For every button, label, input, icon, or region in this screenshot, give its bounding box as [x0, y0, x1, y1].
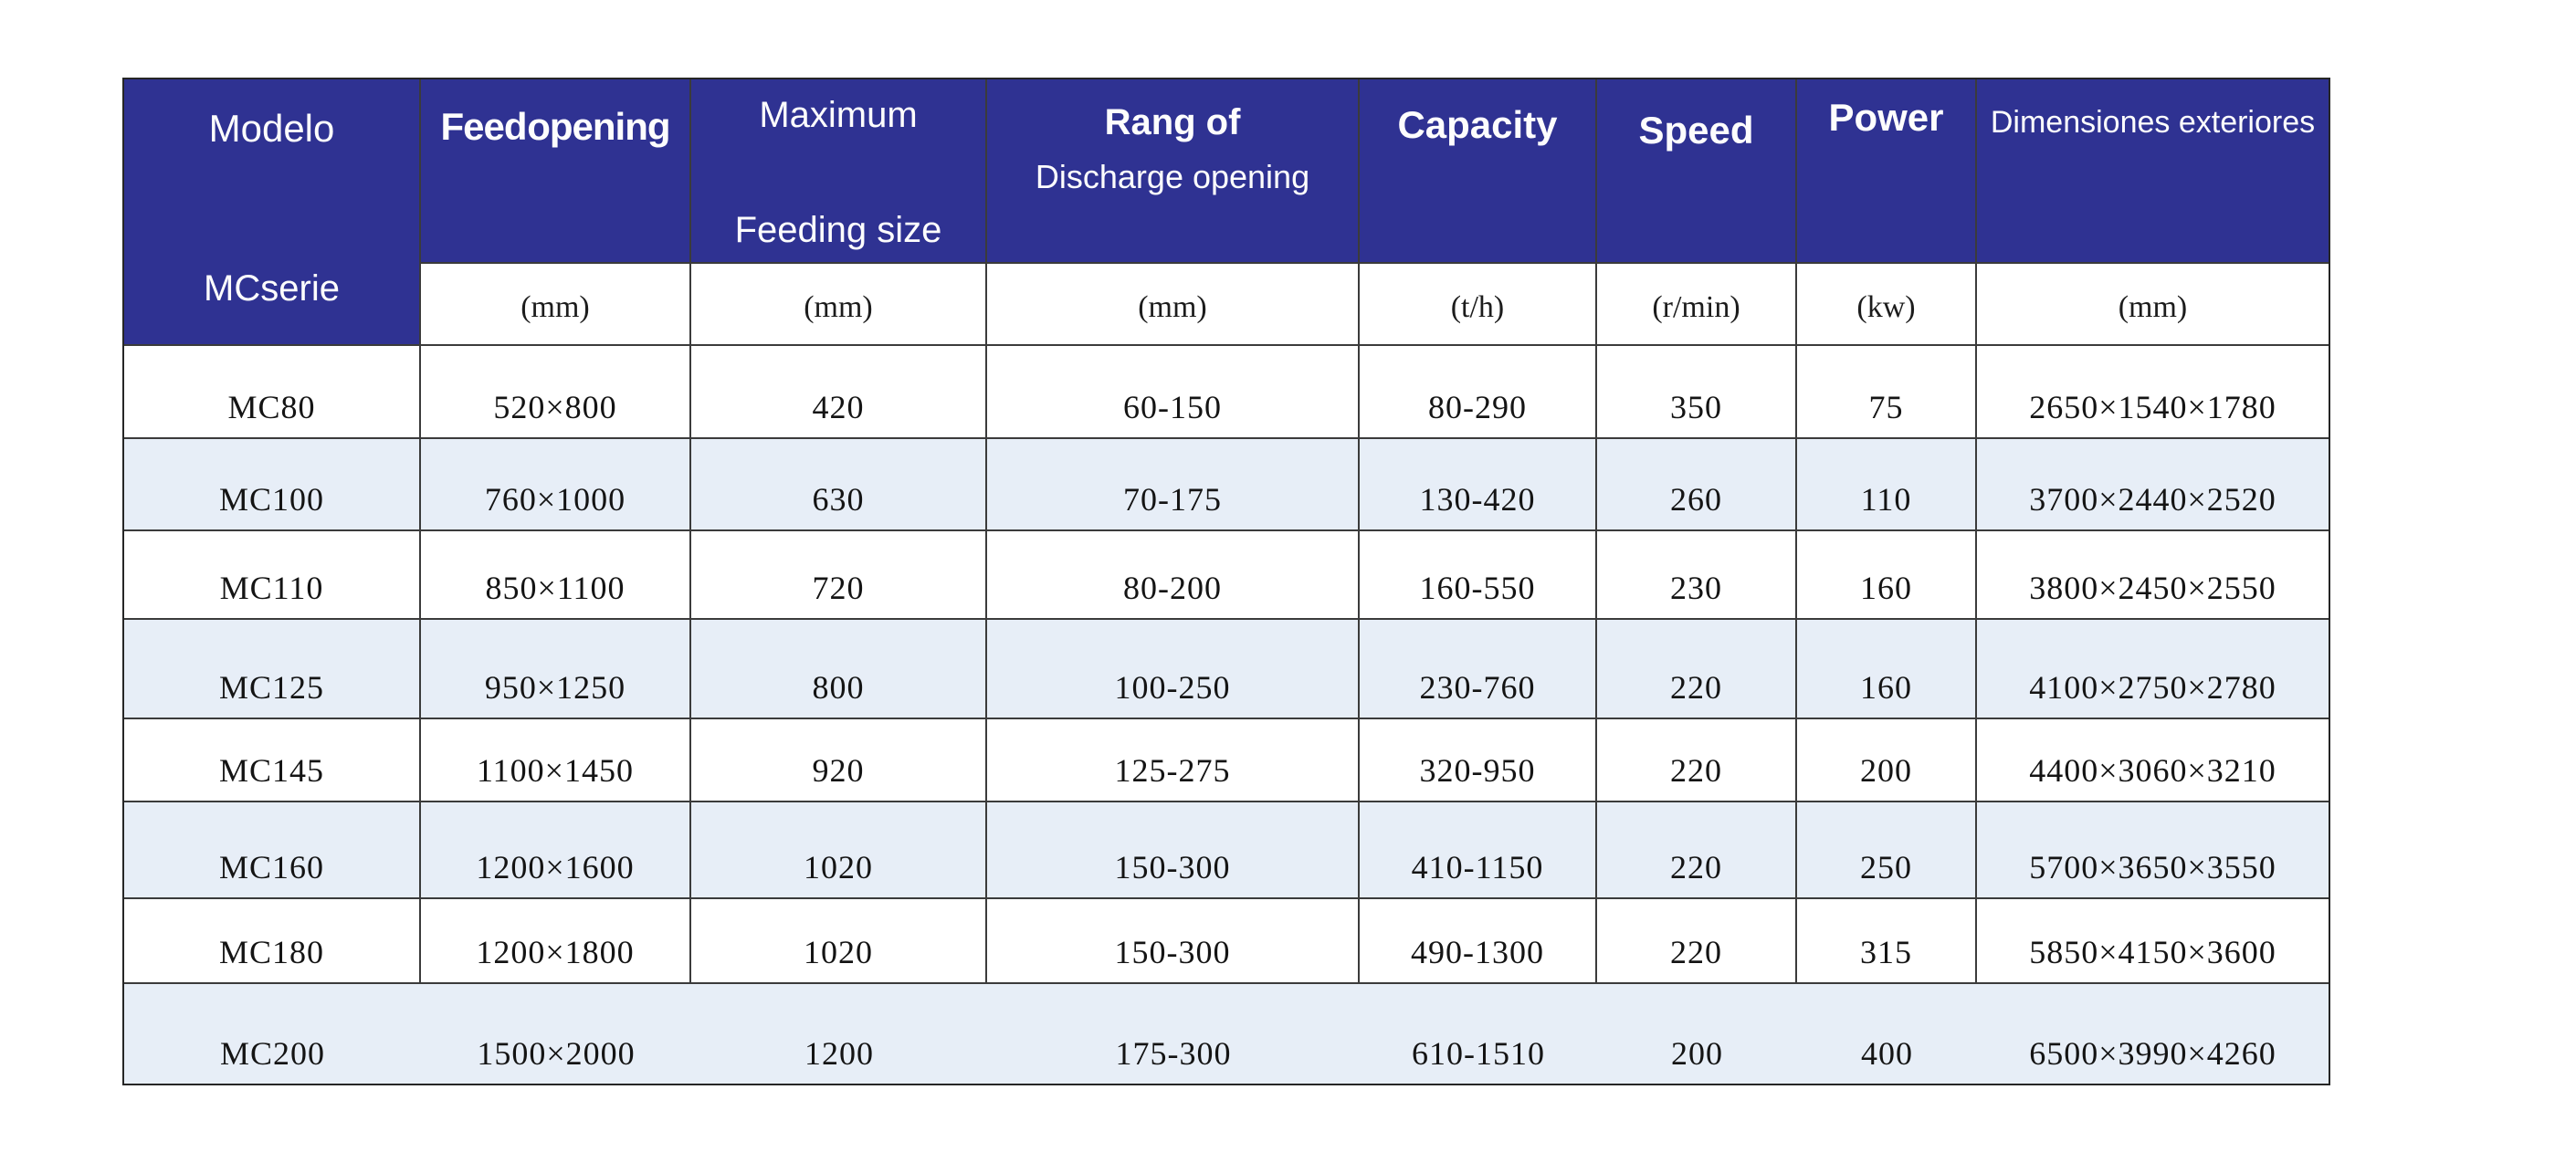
cell-4-max-feeding-size: 920	[691, 719, 987, 802]
unit-feed-opening: (mm)	[421, 264, 691, 346]
cell-4-feed-opening: 1100×1450	[421, 719, 691, 802]
cell-1-feed-opening: 760×1000	[421, 439, 691, 531]
cell-2-model: MC110	[124, 531, 421, 620]
unit-power: (kw)	[1797, 264, 1977, 346]
cell-2-speed: 230	[1597, 531, 1797, 620]
cell-0-dimensions: 2650×1540×1780	[1977, 346, 2329, 439]
header-model-subtitle: MCserie	[204, 268, 340, 309]
cell-7-dimensions: 6500×3990×4260	[1977, 984, 2329, 1084]
cell-2-capacity: 160-550	[1360, 531, 1597, 620]
header-discharge-opening: Rang of Discharge opening	[987, 79, 1360, 264]
unit-capacity: (t/h)	[1360, 264, 1597, 346]
cell-4-model: MC145	[124, 719, 421, 802]
cell-5-speed: 220	[1597, 802, 1797, 899]
cell-3-capacity: 230-760	[1360, 620, 1597, 719]
cell-3-model: MC125	[124, 620, 421, 719]
cell-5-power: 250	[1797, 802, 1977, 899]
cell-3-feed-opening: 950×1250	[421, 620, 691, 719]
header-model-title: Modelo	[208, 107, 335, 150]
cell-1-speed: 260	[1597, 439, 1797, 531]
cell-6-dimensions: 5850×4150×3600	[1977, 899, 2329, 984]
cell-1-max-feeding-size: 630	[691, 439, 987, 531]
cell-4-dimensions: 4400×3060×3210	[1977, 719, 2329, 802]
unit-discharge-opening: (mm)	[987, 264, 1360, 346]
cell-3-power: 160	[1797, 620, 1977, 719]
cell-5-max-feeding-size: 1020	[691, 802, 987, 899]
cell-0-max-feeding-size: 420	[691, 346, 987, 439]
cell-1-discharge-opening: 70-175	[987, 439, 1360, 531]
cell-6-model: MC180	[124, 899, 421, 984]
cell-2-feed-opening: 850×1100	[421, 531, 691, 620]
header-power: Power	[1797, 79, 1977, 264]
cell-6-power: 315	[1797, 899, 1977, 984]
cell-0-feed-opening: 520×800	[421, 346, 691, 439]
cell-7-max-feeding-size: 1200	[691, 984, 987, 1084]
cell-4-capacity: 320-950	[1360, 719, 1597, 802]
cell-3-speed: 220	[1597, 620, 1797, 719]
cell-2-dimensions: 3800×2450×2550	[1977, 531, 2329, 620]
cell-3-discharge-opening: 100-250	[987, 620, 1360, 719]
cell-5-model: MC160	[124, 802, 421, 899]
cell-5-feed-opening: 1200×1600	[421, 802, 691, 899]
cell-2-discharge-opening: 80-200	[987, 531, 1360, 620]
cell-2-max-feeding-size: 720	[691, 531, 987, 620]
cell-3-max-feeding-size: 800	[691, 620, 987, 719]
cell-1-capacity: 130-420	[1360, 439, 1597, 531]
cell-7-capacity: 610-1510	[1360, 984, 1597, 1084]
unit-dimensions: (mm)	[1977, 264, 2329, 346]
cell-6-speed: 220	[1597, 899, 1797, 984]
cell-6-max-feeding-size: 1020	[691, 899, 987, 984]
cell-7-feed-opening: 1500×2000	[421, 984, 691, 1084]
cell-6-discharge-opening: 150-300	[987, 899, 1360, 984]
cell-0-capacity: 80-290	[1360, 346, 1597, 439]
unit-max-feeding-size: (mm)	[691, 264, 987, 346]
header-speed: Speed	[1597, 79, 1797, 264]
cell-0-power: 75	[1797, 346, 1977, 439]
cell-1-power: 110	[1797, 439, 1977, 531]
header-dimensions: Dimensiones exteriores	[1977, 79, 2329, 264]
header-capacity: Capacity	[1360, 79, 1597, 264]
cell-0-speed: 350	[1597, 346, 1797, 439]
cell-3-dimensions: 4100×2750×2780	[1977, 620, 2329, 719]
cell-7-power: 400	[1797, 984, 1977, 1084]
header-model-cell: Modelo MCserie	[124, 79, 421, 346]
header-max-feeding-size: Maximum Feeding size	[691, 79, 987, 264]
cell-5-discharge-opening: 150-300	[987, 802, 1360, 899]
cell-1-model: MC100	[124, 439, 421, 531]
cell-7-speed: 200	[1597, 984, 1797, 1084]
cell-0-discharge-opening: 60-150	[987, 346, 1360, 439]
cell-1-dimensions: 3700×2440×2520	[1977, 439, 2329, 531]
cell-4-speed: 220	[1597, 719, 1797, 802]
cell-4-discharge-opening: 125-275	[987, 719, 1360, 802]
cell-7-discharge-opening: 175-300	[987, 984, 1360, 1084]
cell-5-capacity: 410-1150	[1360, 802, 1597, 899]
cell-2-power: 160	[1797, 531, 1977, 620]
cell-4-power: 200	[1797, 719, 1977, 802]
cell-7-model: MC200	[124, 984, 421, 1084]
cell-6-capacity: 490-1300	[1360, 899, 1597, 984]
cell-5-dimensions: 5700×3650×3550	[1977, 802, 2329, 899]
unit-speed: (r/min)	[1597, 264, 1797, 346]
cell-0-model: MC80	[124, 346, 421, 439]
header-feed-opening: Feed opening	[421, 79, 691, 264]
spec-table: Modelo MCserie Feed opening Maximum Feed…	[122, 78, 2330, 1085]
cell-6-feed-opening: 1200×1800	[421, 899, 691, 984]
